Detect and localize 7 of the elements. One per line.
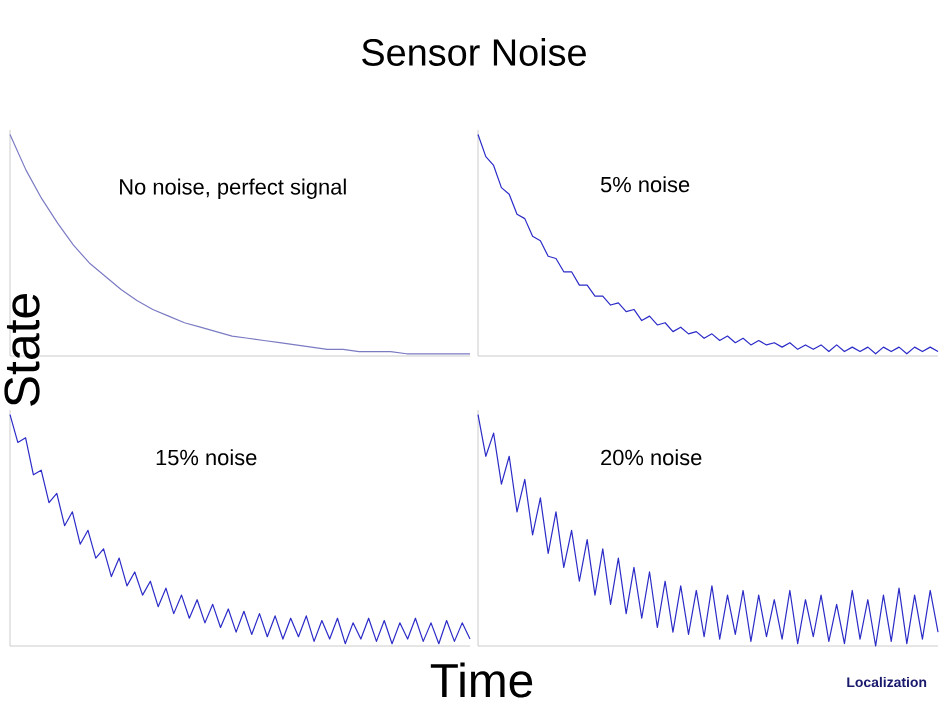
x-axis-title: Time	[430, 662, 533, 698]
annotation: 5% noise	[600, 176, 690, 193]
annotation: No noise, perfect signal	[120, 178, 346, 199]
annotation: 20% noise	[601, 449, 702, 466]
chart-title: Sensor Noise	[362, 38, 586, 66]
y-axis-title: State	[4, 294, 40, 406]
annotation: 15% noise	[156, 449, 257, 466]
